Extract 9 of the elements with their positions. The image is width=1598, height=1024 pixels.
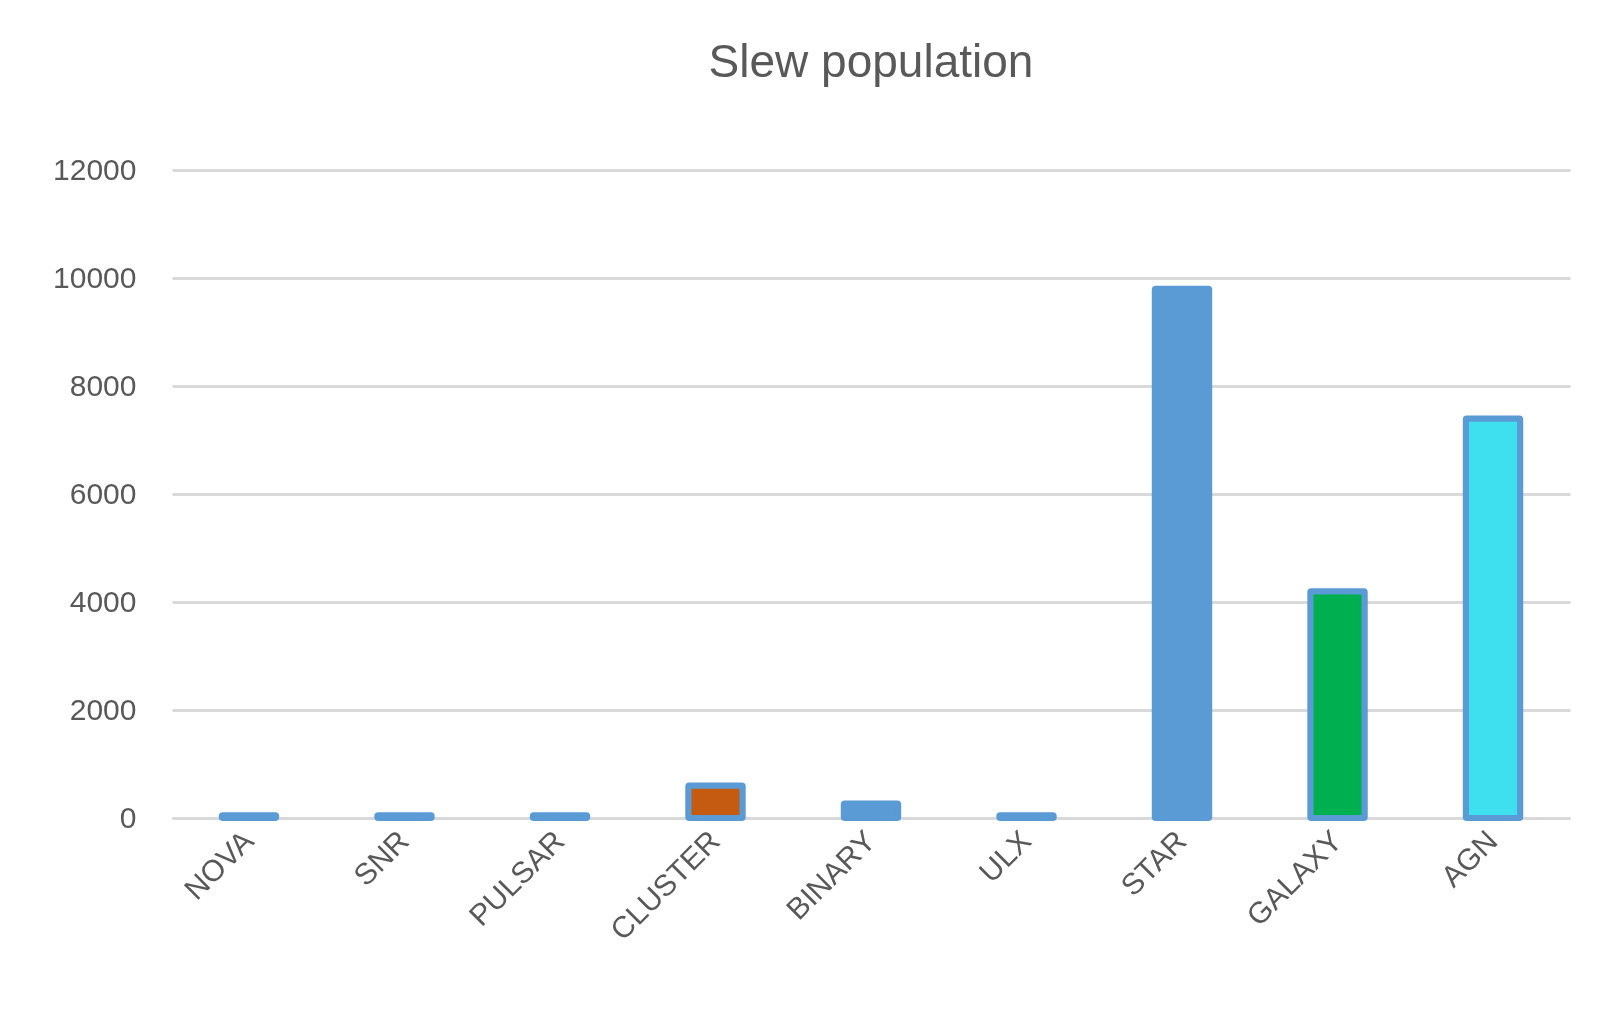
y-tick-label: 6000 <box>69 476 137 510</box>
x-tick-label: ULX <box>972 823 1038 889</box>
y-tick-label: 8000 <box>69 368 137 402</box>
y-tick-label: 4000 <box>69 584 137 618</box>
chart-title: Slew population <box>708 35 1034 87</box>
y-tick-label: 12000 <box>53 152 137 186</box>
y-tick-label: 2000 <box>69 692 137 726</box>
y-tick-label: 10000 <box>53 260 137 294</box>
y-tick-label: 0 <box>119 800 137 834</box>
